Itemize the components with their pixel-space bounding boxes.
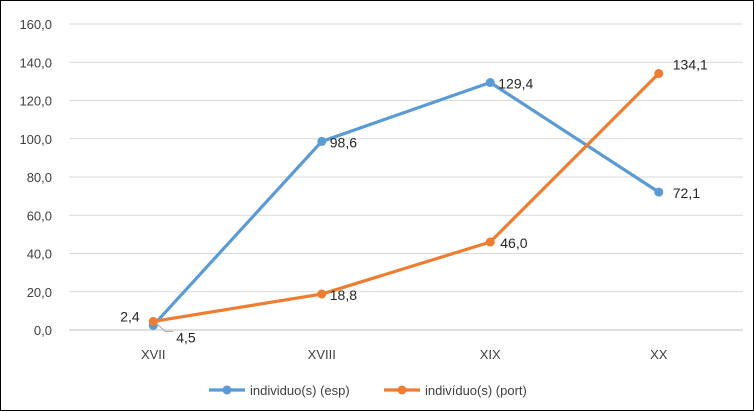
data-label-series-0-1: 98,6 xyxy=(330,134,357,150)
y-tick-label: 120,0 xyxy=(19,94,52,109)
y-axis-tick-labels: 0,0 20,0 40,0 60,0 80,0 100,0 120,0 140,0 160,0 xyxy=(19,17,52,338)
y-tick-label: 160,0 xyxy=(19,17,52,32)
data-label-series-1-3: 134,1 xyxy=(673,57,708,73)
y-tick-label: 140,0 xyxy=(19,55,52,70)
data-label-series-0-3: 72,1 xyxy=(673,185,700,201)
y-tick-label: 0,0 xyxy=(34,323,52,338)
legend-item-1: indivíduo(s) (port) xyxy=(384,383,527,398)
x-tick-label: XX xyxy=(650,347,668,362)
y-tick-label: 60,0 xyxy=(27,208,52,223)
data-point-series-1-3 xyxy=(654,69,664,79)
data-label-series-1-1: 18,8 xyxy=(330,287,357,303)
x-tick-label: XVII xyxy=(141,347,166,362)
data-label-series-1-0: 4,5 xyxy=(176,329,196,345)
data-point-series-1-1 xyxy=(317,289,327,299)
legend-item-0: individuo(s) (esp) xyxy=(209,383,350,398)
y-tick-label: 40,0 xyxy=(27,247,52,262)
series-lines xyxy=(148,69,664,330)
series-line-1 xyxy=(151,71,661,323)
data-point-series-1-2 xyxy=(485,237,495,247)
y-tick-label: 80,0 xyxy=(27,170,52,185)
legend-swatch-marker xyxy=(222,385,232,395)
data-point-series-0-3 xyxy=(654,187,664,197)
legend-label: indivíduo(s) (port) xyxy=(425,383,527,398)
legend-swatch-marker xyxy=(397,385,407,395)
x-axis-tick-labels: XVII XVIII XIX XX xyxy=(141,347,668,362)
x-tick-label: XIX xyxy=(480,347,501,362)
y-tick-label: 20,0 xyxy=(27,285,52,300)
data-point-series-0-2 xyxy=(485,78,495,88)
x-tick-label: XVIII xyxy=(308,347,336,362)
legend: individuo(s) (esp) indivíduo(s) (port) xyxy=(209,383,527,398)
data-label-series-1-2: 46,0 xyxy=(500,235,527,251)
data-label-series-0-0: 2,4 xyxy=(120,308,140,324)
gridlines xyxy=(69,23,743,331)
series-line-0 xyxy=(151,80,661,328)
y-tick-label: 100,0 xyxy=(19,132,52,147)
data-label-leader-line xyxy=(156,324,174,332)
data-labels: 2,4 98,6 129,4 72,1 4,5 18,8 46,0 134,1 xyxy=(120,57,708,346)
data-point-series-0-1 xyxy=(317,136,327,146)
data-point-series-1-0 xyxy=(148,316,158,326)
data-label-series-0-2: 129,4 xyxy=(498,76,533,92)
legend-label: individuo(s) (esp) xyxy=(250,383,350,398)
